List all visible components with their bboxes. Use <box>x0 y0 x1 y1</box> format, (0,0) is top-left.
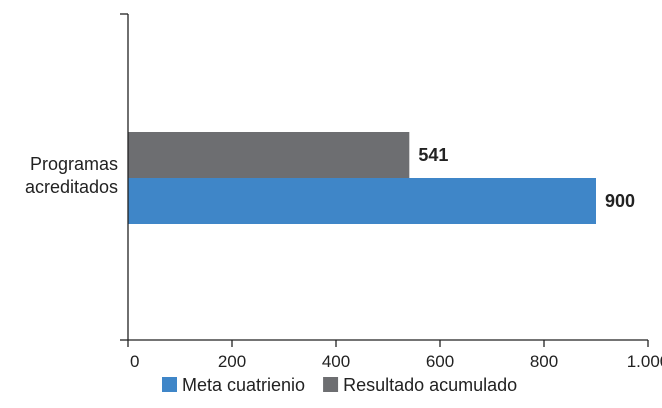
x-tick-label: 600 <box>426 352 454 371</box>
x-axis-ticks: 0 200 400 600 800 1.000 <box>120 13 662 371</box>
bar-resultado-acumulado <box>128 132 410 178</box>
axes-group <box>127 14 648 341</box>
category-label-line: Programas <box>30 154 118 174</box>
x-tick-label: 1.000 <box>627 352 662 371</box>
legend-swatch <box>323 377 339 392</box>
x-tick-label: 0 <box>130 352 139 371</box>
bar-meta-cuatrienio <box>128 178 596 224</box>
legend: Meta cuatrienio Resultado acumulado <box>162 375 517 395</box>
x-tick-label: 200 <box>218 352 246 371</box>
data-label: 900 <box>605 191 635 211</box>
bars-group <box>128 132 596 224</box>
x-tick-label: 400 <box>322 352 350 371</box>
legend-label: Resultado acumulado <box>343 375 517 395</box>
legend-swatch <box>162 377 177 392</box>
data-labels: 541 900 <box>418 145 635 211</box>
category-labels: Programas acreditados <box>25 154 118 197</box>
legend-label: Meta cuatrienio <box>182 375 305 395</box>
category-label-line: acreditados <box>25 177 118 197</box>
x-tick-label: 800 <box>530 352 558 371</box>
data-label: 541 <box>418 145 448 165</box>
